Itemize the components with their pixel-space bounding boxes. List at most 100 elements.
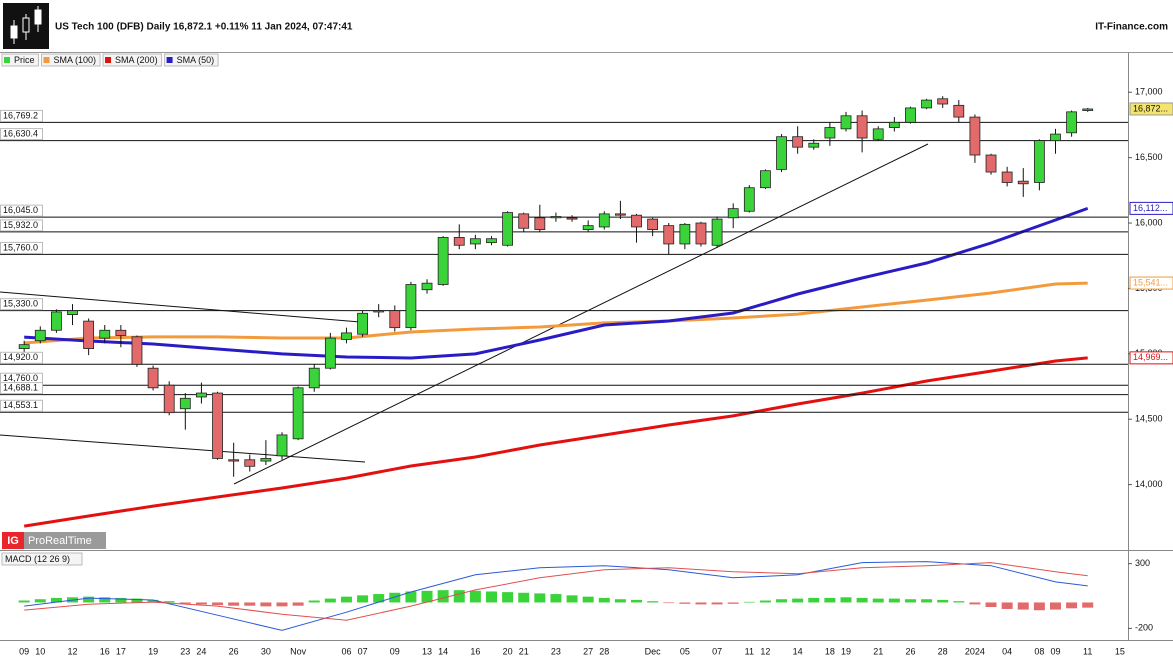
sma-badge-label: 14,969... [1133,352,1168,362]
histogram-bar [937,599,949,603]
histogram-bar [34,599,46,603]
histogram-bar [18,600,30,603]
histogram-bar [50,597,62,603]
x-tick-label: 30 [261,646,271,656]
candle-body [566,217,578,220]
x-tick-label: 08 [1034,646,1044,656]
candle-body [888,121,900,128]
histogram-bar [776,599,788,603]
y-tick-label: 300 [1135,558,1150,568]
histogram-bar [518,592,530,603]
candle-body [550,216,562,219]
histogram-bar [695,602,707,605]
sma-line [24,206,1089,360]
level-label-box [0,382,43,395]
candle-body [792,136,804,148]
candle-body [760,170,771,189]
legend-label: SMA (200) [115,55,158,65]
candle-body [324,337,336,369]
candle-body [937,98,949,105]
histogram-bar [485,591,497,603]
x-tick-label: 23 [551,646,561,656]
candle-body [469,238,481,245]
x-tick-label: 16 [100,646,110,656]
histogram-bar [179,602,191,604]
sma-badge [1129,201,1173,215]
candle-body [743,187,755,212]
x-tick-label: 18 [825,646,835,656]
histogram-bar [679,602,691,604]
candle-body [1082,108,1094,111]
x-tick-label: 06 [341,646,351,656]
level-label: 16,630.4 [3,128,38,138]
candle-body [405,284,417,329]
level-label-box [0,241,43,254]
legend-item: SMA (200) [102,53,163,67]
price-badge-label: 16,872... [1133,103,1168,113]
histogram-bar [276,602,288,607]
level-label-box [0,219,43,232]
candle-body [18,344,30,349]
histogram-bar [99,597,111,603]
candle-body [921,99,932,109]
candle-body [228,459,240,462]
level-label: 15,760.0 [3,242,38,252]
plot-area [0,96,1128,528]
histogram-bar [856,597,868,603]
x-tick-label: 11 [745,646,754,656]
legend-label: SMA (100) [54,55,97,65]
macd-area [18,561,1094,631]
price-badge [1129,102,1173,116]
level-label-box [0,351,43,364]
header: US Tech 100 (DFB) Daily 16,872.1 +0.11% … [0,3,1173,53]
candle-body [212,392,223,459]
histogram-bar [340,596,352,603]
histogram-bar [582,596,594,603]
histogram-bar [244,602,256,606]
candle-body [147,367,159,389]
candle-body [711,218,723,246]
candle-body [276,434,288,457]
trendline [0,434,366,463]
histogram-bar [131,598,143,603]
histogram-bar [195,602,207,605]
histogram-bar [389,592,401,603]
histogram-bar [663,602,675,604]
branding: IG ProRealTime [2,532,106,549]
brand-logo: IG [7,535,19,547]
histogram-bar [824,597,836,603]
candle-body [179,397,191,410]
candle-body [502,212,514,246]
candle-body [486,238,497,244]
header-source: IT-Finance.com [1095,22,1168,33]
panel-label-box [1,552,83,566]
histogram-bar [1082,602,1094,608]
histogram-bar [614,599,626,603]
histogram-bar [711,602,723,605]
legend-item: SMA (50) [164,53,219,67]
legend-swatch [4,57,10,63]
candle-body [776,136,787,170]
histogram-bar [147,599,159,603]
level-label: 14,760.0 [3,373,38,383]
candle-body [1050,133,1061,142]
macd-line [24,562,1088,621]
histogram-bar [212,602,224,606]
x-tick-label: 14 [793,646,803,656]
histogram-bar [888,598,900,603]
candle-body [341,332,352,340]
x-tick-label: 28 [599,646,609,656]
candle-body [244,459,256,467]
x-tick-label: 19 [148,646,158,656]
overlay: 09 10 12 16 17 19 23 24 26 30 Nov 06 07 09 13 14 16 20 21 2… [0,53,1173,656]
histogram-bar [969,602,981,605]
legend-label: Price [14,55,35,65]
x-tick-label: Dec [645,646,662,656]
sma-line [24,281,1088,345]
x-tick-label: 09 [19,646,29,656]
histogram-bar [1001,602,1013,609]
histogram-bar [921,599,933,603]
x-tick-label: 09 [390,646,400,656]
sma-line [23,356,1088,528]
histogram-bar [308,600,320,603]
